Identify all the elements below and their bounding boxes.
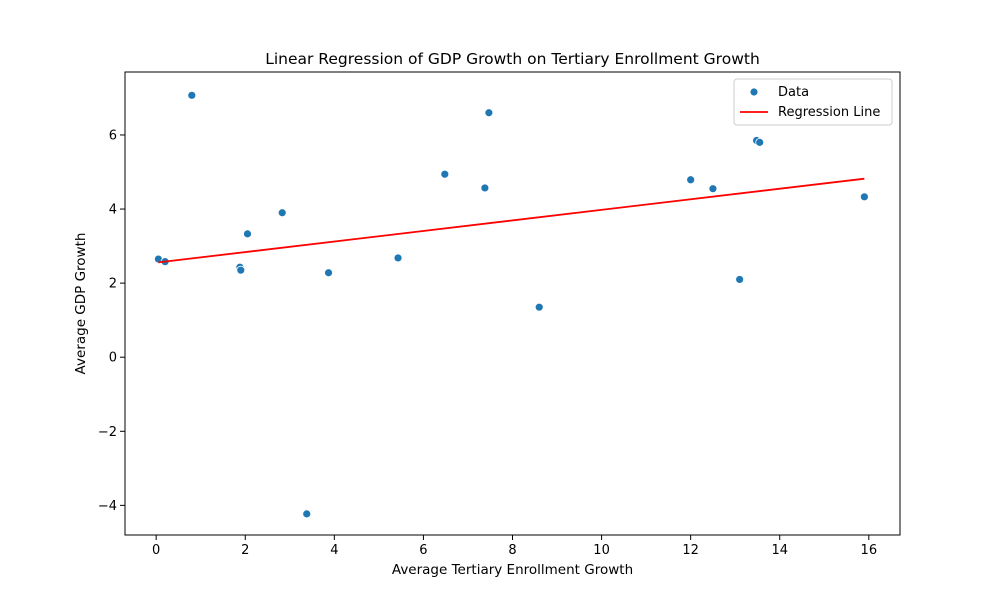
y-axis-label: Average GDP Growth — [73, 233, 89, 375]
data-point — [324, 268, 333, 278]
data-point — [440, 169, 450, 179]
y-tick-label: 4 — [109, 203, 117, 218]
data-point — [187, 90, 197, 100]
data-point — [708, 184, 718, 194]
x-tick-label: 8 — [508, 543, 516, 558]
y-tick-label: −2 — [98, 425, 117, 440]
x-tick-label: 0 — [152, 543, 160, 558]
legend-label-data: Data — [778, 85, 809, 100]
data-point — [686, 175, 696, 185]
y-tick-label: 2 — [109, 277, 117, 292]
x-tick-label: 12 — [682, 543, 699, 558]
x-axis-label: Average Tertiary Enrollment Growth — [392, 562, 633, 578]
x-tick-label: 10 — [593, 543, 610, 558]
legend-label-regression: Regression Line — [778, 105, 880, 120]
x-tick-label: 4 — [330, 543, 338, 558]
legend-frame — [733, 78, 893, 126]
axes-frame — [124, 71, 901, 536]
data-point — [755, 137, 765, 147]
data-point — [735, 275, 745, 284]
regression-line — [158, 177, 865, 264]
data-point — [859, 192, 869, 202]
data-point — [243, 229, 252, 239]
x-tick-label: 14 — [771, 543, 788, 558]
data-point — [236, 265, 246, 275]
data-point — [534, 302, 544, 312]
data-point — [480, 183, 490, 193]
x-tick-label: 2 — [241, 543, 249, 558]
y-tick-label: 6 — [109, 128, 117, 143]
chart-title: Linear Regression of GDP Growth on Terti… — [265, 50, 760, 68]
data-point — [277, 208, 287, 218]
x-tick-label: 6 — [419, 543, 427, 558]
y-tick-label: 0 — [109, 351, 117, 366]
data-point — [393, 253, 403, 263]
data-point — [484, 108, 494, 118]
legend-marker-data — [749, 87, 759, 97]
y-tick-label: −4 — [98, 499, 117, 514]
x-tick-label: 16 — [861, 543, 878, 558]
data-point — [302, 509, 312, 519]
plot-area: 0 2 4 6 8 10 12 14 16 −4 −2 0 2 4 6 — [98, 71, 901, 558]
legend: Data Regression Line — [733, 78, 893, 126]
